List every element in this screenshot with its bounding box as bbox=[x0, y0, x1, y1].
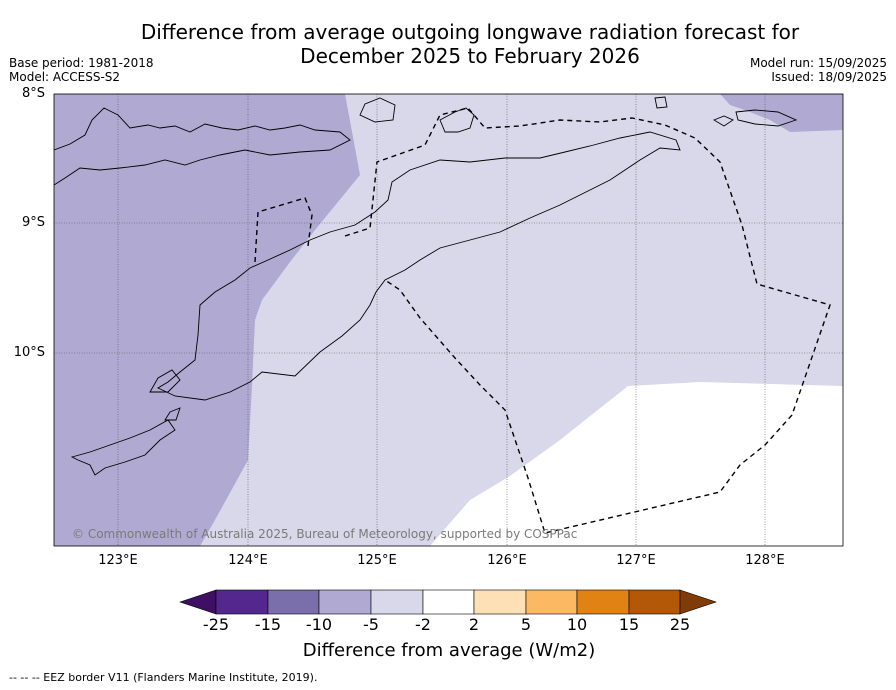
rote-coastline bbox=[149, 369, 181, 393]
run-info: Model run: 15/09/2025 Issued: 18/09/2025 bbox=[750, 56, 887, 84]
model-name: Model: ACCESS-S2 bbox=[9, 70, 121, 84]
colorbar-swatch-minus2-to-2 bbox=[422, 589, 475, 615]
map-title: Difference from average outgoing longwav… bbox=[100, 20, 840, 68]
colorbar-tick-label: 2 bbox=[468, 615, 480, 634]
colorbar-swatch-minus15-to-minus25 bbox=[215, 589, 269, 615]
sawu-coastline bbox=[164, 407, 181, 421]
graticule bbox=[54, 94, 843, 546]
alor-coastline bbox=[359, 97, 396, 123]
colorbar-tick-label: -15 bbox=[254, 615, 282, 634]
lon-label-127e: 127°E bbox=[616, 553, 656, 568]
timor-coastline bbox=[157, 131, 681, 401]
base-period: Base period: 1981-2018 bbox=[9, 56, 154, 70]
title-line-1: Difference from average outgoing longwav… bbox=[140, 20, 800, 44]
model-info: Base period: 1981-2018 Model: ACCESS-S2 bbox=[9, 56, 154, 84]
eez-footnote: -- -- -- EEZ border V11 (Flanders Marine… bbox=[9, 671, 318, 684]
lon-label-126e: 126°E bbox=[487, 553, 527, 568]
eez-borders bbox=[254, 107, 831, 534]
lon-label-125e: 125°E bbox=[357, 553, 397, 568]
colorbar-swatch-minus10-to-minus15 bbox=[267, 589, 320, 615]
map-frame bbox=[53, 93, 844, 547]
colorbar-tick-label: 25 bbox=[669, 615, 691, 634]
colorbar-swatch-15-to-25 bbox=[628, 589, 681, 615]
sumba-coastline bbox=[70, 419, 176, 476]
lon-label-124e: 124°E bbox=[228, 553, 268, 568]
leti-islands bbox=[735, 109, 798, 127]
flores-coastline bbox=[54, 107, 351, 186]
colorbar-tick-label: 5 bbox=[520, 615, 532, 634]
colorbar-tick-label: 15 bbox=[618, 615, 640, 634]
lat-label-10s: 10°S bbox=[13, 345, 45, 360]
kisar-islet bbox=[712, 115, 734, 127]
colorbar-tick-label: -25 bbox=[202, 615, 230, 634]
eez-border-timor-leste-north bbox=[344, 107, 831, 534]
map-area bbox=[54, 94, 843, 546]
lat-label-9s: 9°S bbox=[21, 215, 45, 230]
anomaly-band-medium-purple-west bbox=[54, 94, 360, 546]
eez-border-oecusse bbox=[254, 197, 313, 263]
colorbar-tick-label: 10 bbox=[566, 615, 588, 634]
colorbar-swatch-5-to-10 bbox=[525, 589, 578, 615]
lon-label-123e: 123°E bbox=[98, 553, 138, 568]
anomaly-band-medium-purple-northeast bbox=[720, 94, 843, 132]
coastlines bbox=[54, 96, 798, 476]
atauro-islet bbox=[654, 96, 668, 109]
colorbar-title: Difference from average (W/m2) bbox=[302, 640, 596, 661]
anomaly-band-white-southeast bbox=[430, 382, 843, 546]
copyright-notice: © Commonwealth of Australia 2025, Bureau… bbox=[72, 527, 578, 541]
issued-date: Issued: 18/09/2025 bbox=[771, 70, 887, 84]
title-line-2: December 2025 to February 2026 bbox=[300, 44, 640, 68]
colorbar-tick-label: -5 bbox=[363, 615, 379, 634]
colorbar-extend-high bbox=[679, 589, 717, 615]
colorbar-tick-label: -2 bbox=[415, 615, 431, 634]
lon-label-128e: 128°E bbox=[745, 553, 785, 568]
colorbar-swatch-minus2-to-minus5 bbox=[370, 589, 424, 615]
colorbar-tick-label: -10 bbox=[305, 615, 333, 634]
colorbar-swatch-10-to-15 bbox=[576, 589, 630, 615]
colorbar-swatch-2-to-5 bbox=[473, 589, 527, 615]
colorbar bbox=[179, 589, 717, 615]
wetar-coastline bbox=[439, 107, 475, 133]
lat-label-8s: 8°S bbox=[21, 86, 45, 101]
colorbar-swatch-minus5-to-minus10 bbox=[318, 589, 372, 615]
colorbar-extend-low bbox=[179, 589, 217, 615]
model-run-date: Model run: 15/09/2025 bbox=[749, 56, 887, 70]
